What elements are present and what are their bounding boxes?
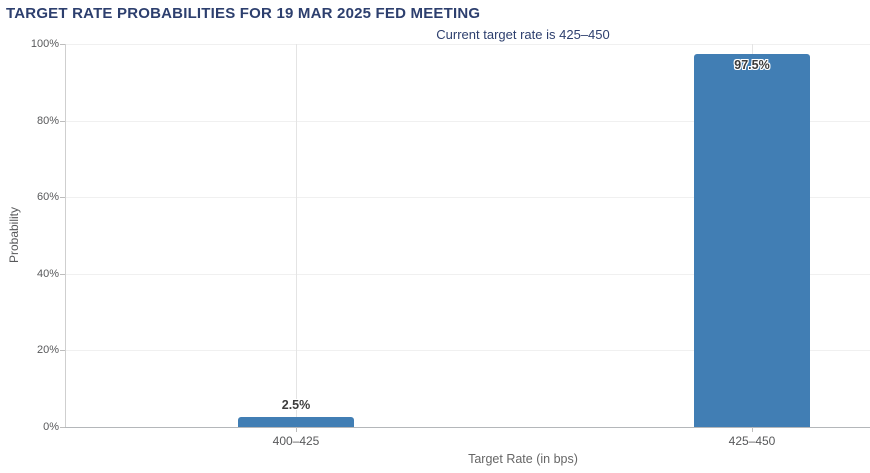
y-gridline [65, 44, 870, 45]
y-axis-tick [60, 44, 65, 45]
y-tick-label: 80% [36, 115, 59, 127]
y-axis-title: Probability [7, 206, 21, 264]
y-gridline [65, 197, 870, 198]
y-axis-tick [60, 121, 65, 122]
y-tick-label: 0% [43, 421, 59, 433]
y-axis-tick [60, 197, 65, 198]
x-axis-title: Target Rate (in bps) [468, 452, 578, 466]
probability-bar [238, 417, 354, 427]
chart-title: TARGET RATE PROBABILITIES FOR 19 MAR 202… [6, 5, 481, 22]
bar-value-label: 2.5% [281, 398, 311, 413]
y-tick-label: 20% [36, 344, 59, 356]
x-axis-tick [752, 427, 753, 432]
probability-bar [694, 53, 810, 427]
y-gridline [65, 274, 870, 275]
y-gridline [65, 350, 870, 351]
x-tick-label: 400–425 [272, 434, 320, 448]
y-axis-tick [60, 274, 65, 275]
y-axis-line [65, 44, 66, 427]
category-gridline [296, 44, 297, 427]
bar-value-label: 97.5% [734, 57, 770, 72]
y-axis-tick [60, 427, 65, 428]
chart-subtitle: Current target rate is 425–450 [436, 27, 610, 42]
y-tick-label: 40% [36, 268, 59, 280]
y-tick-label: 60% [36, 191, 59, 203]
y-tick-label: 100% [30, 38, 59, 50]
x-axis-tick [296, 427, 297, 432]
y-axis-tick [60, 350, 65, 351]
x-axis-line [65, 427, 870, 428]
y-gridline [65, 121, 870, 122]
x-tick-label: 425–450 [728, 434, 776, 448]
